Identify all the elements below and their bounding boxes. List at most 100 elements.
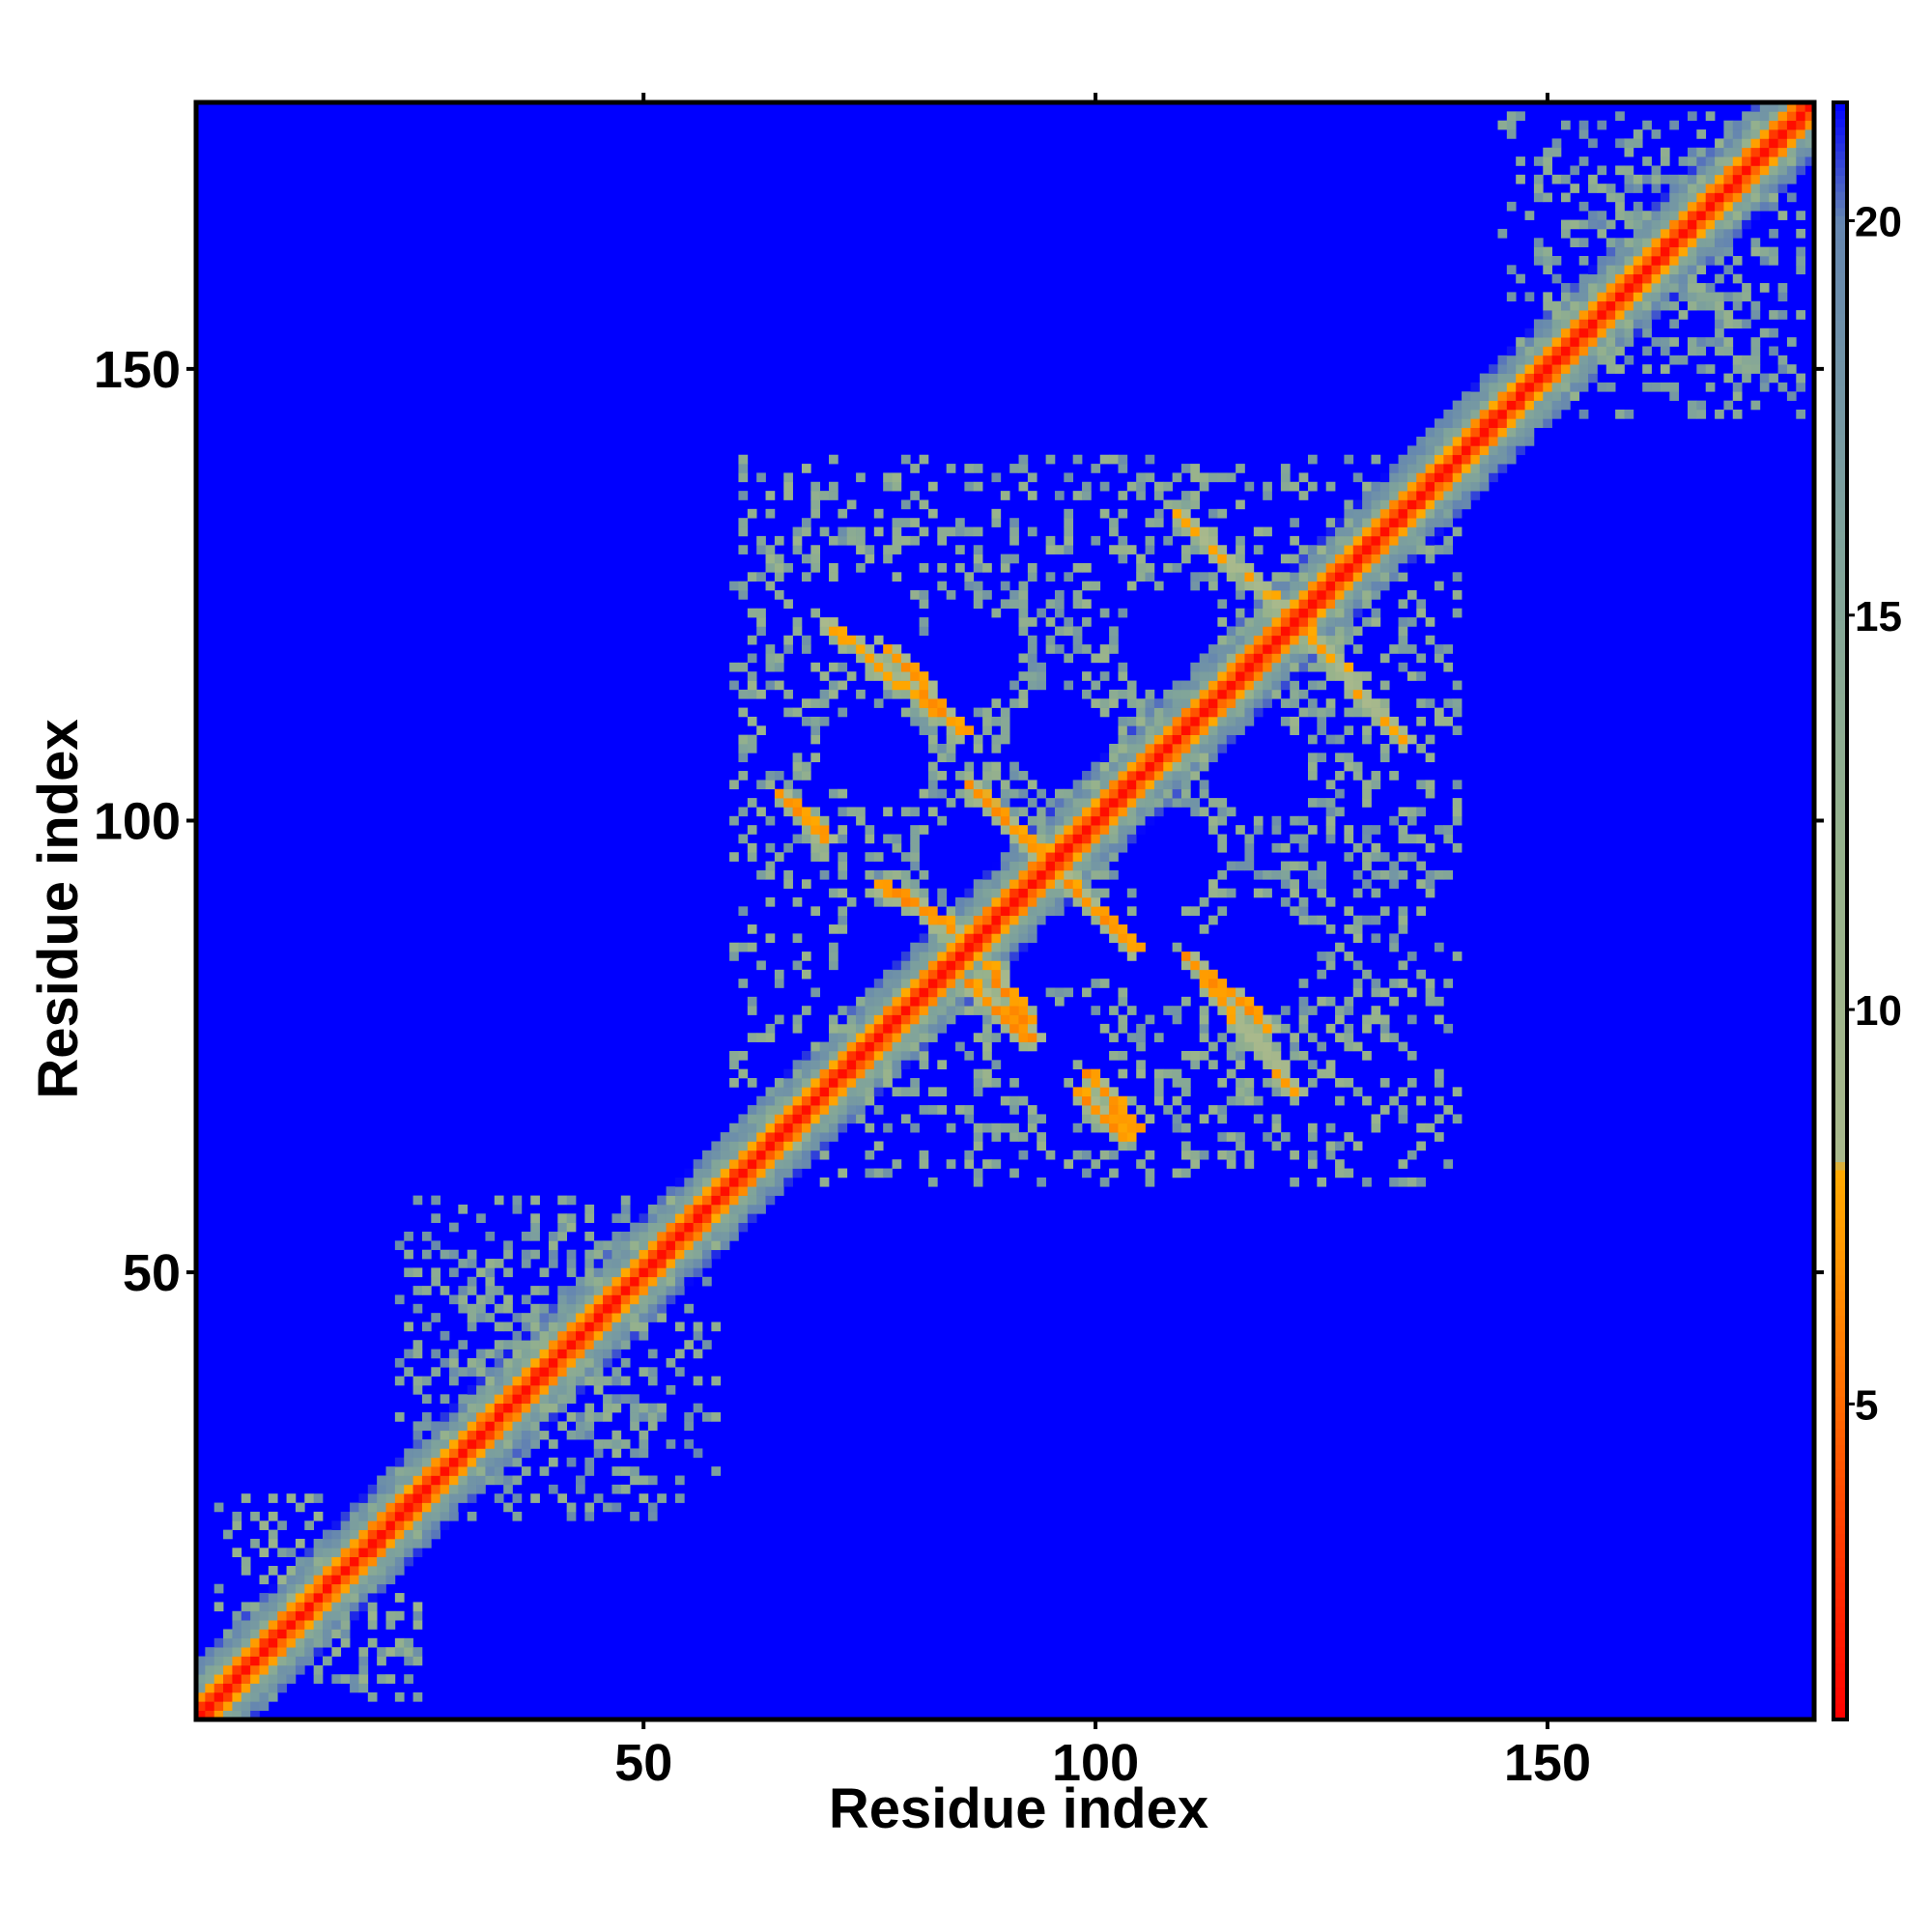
colorbar-segment	[1833, 1056, 1847, 1065]
heatmap-cell	[1696, 156, 1707, 166]
heatmap-cell	[1145, 545, 1155, 554]
heatmap-cell	[783, 879, 793, 889]
heatmap-cell	[421, 1448, 432, 1459]
heatmap-cell	[1769, 310, 1778, 320]
heatmap-cell	[1651, 255, 1662, 266]
heatmap-cell	[458, 1475, 469, 1486]
heatmap-cell	[865, 1060, 875, 1070]
colorbar-frame	[1832, 100, 1849, 1721]
heatmap-cell	[521, 1367, 531, 1377]
heatmap-cell	[1769, 111, 1778, 122]
heatmap-cell	[1236, 707, 1245, 718]
heatmap-cell	[1605, 364, 1616, 374]
heatmap-cell	[1362, 780, 1372, 790]
heatmap-cell	[819, 1041, 830, 1052]
heatmap-cell	[647, 1502, 658, 1513]
heatmap-cell	[964, 798, 975, 808]
heatmap-cell	[765, 1122, 776, 1133]
heatmap-cell	[1524, 346, 1535, 356]
heatmap-cell	[1742, 319, 1751, 329]
heatmap-cell	[747, 1168, 757, 1179]
heatmap-cell	[1425, 788, 1435, 799]
heatmap-cell	[1344, 952, 1354, 961]
heatmap-cell	[1560, 120, 1571, 130]
heatmap-cell	[1705, 211, 1716, 220]
heatmap-cell	[1153, 518, 1164, 527]
heatmap-cell	[1462, 491, 1471, 500]
heatmap-cell	[774, 1150, 784, 1160]
heatmap-cell	[1091, 535, 1101, 546]
heatmap-cell	[1298, 572, 1309, 582]
heatmap-cell	[964, 788, 975, 799]
heatmap-cell	[829, 689, 838, 699]
heatmap-cell	[323, 1656, 332, 1666]
heatmap-cell	[611, 1240, 622, 1251]
heatmap-cell	[1398, 979, 1408, 988]
heatmap-cell	[684, 1168, 695, 1179]
colorbar-segment	[1833, 1315, 1847, 1324]
colorbar-segment	[1833, 1137, 1847, 1147]
heatmap-cell	[1570, 238, 1580, 247]
heatmap-cell	[883, 1078, 893, 1088]
heatmap-cell	[367, 1566, 378, 1576]
heatmap-cell	[1462, 481, 1471, 492]
heatmap-cell	[1199, 662, 1209, 672]
heatmap-cell	[494, 1439, 504, 1449]
heatmap-cell	[774, 662, 784, 672]
heatmap-cell	[1615, 300, 1625, 311]
heatmap-cell	[819, 1132, 830, 1142]
heatmap-cell	[1082, 771, 1092, 781]
heatmap-cell	[1253, 545, 1264, 554]
heatmap-cell	[1669, 192, 1679, 203]
heatmap-cell	[693, 1213, 703, 1223]
heatmap-cell	[1325, 653, 1336, 664]
heatmap-cell	[1217, 617, 1228, 627]
heatmap-cell	[630, 1394, 639, 1405]
heatmap-cell	[1352, 581, 1363, 591]
heatmap-cell	[358, 1556, 369, 1567]
heatmap-cell	[1091, 896, 1101, 907]
heatmap-cell	[467, 1439, 477, 1449]
heatmap-cell	[1678, 192, 1689, 203]
heatmap-cell	[1335, 554, 1345, 564]
heatmap-cell	[1425, 554, 1435, 564]
heatmap-cell	[1072, 896, 1083, 907]
heatmap-cell	[1307, 869, 1318, 880]
heatmap-cell	[1045, 535, 1056, 546]
heatmap-cell	[1362, 879, 1372, 889]
heatmap-cell	[539, 1367, 550, 1377]
heatmap-cell	[1687, 219, 1697, 230]
heatmap-cell	[838, 526, 848, 537]
heatmap-cell	[1371, 590, 1381, 600]
heatmap-cell	[856, 562, 866, 573]
heatmap-cell	[900, 979, 911, 988]
heatmap-cell	[1271, 1114, 1282, 1124]
heatmap-cell	[810, 734, 821, 745]
heatmap-cell	[1037, 825, 1046, 835]
heatmap-cell	[765, 1150, 776, 1160]
heatmap-cell	[404, 1656, 413, 1666]
heatmap-cell	[1325, 635, 1336, 645]
heatmap-cell	[946, 1014, 956, 1025]
heatmap-cell	[1109, 689, 1119, 699]
heatmap-cell	[856, 1050, 866, 1061]
heatmap-cell	[404, 1556, 413, 1567]
heatmap-cell	[1560, 292, 1571, 302]
heatmap-cell	[1786, 174, 1797, 185]
heatmap-cell	[1371, 869, 1381, 880]
heatmap-cell	[1769, 255, 1778, 266]
heatmap-cell	[1118, 807, 1128, 817]
heatmap-cell	[1126, 815, 1137, 826]
heatmap-cell	[385, 1647, 396, 1657]
heatmap-cell	[1605, 300, 1616, 311]
heatmap-cell	[1516, 364, 1525, 374]
heatmap-cell	[1642, 382, 1652, 392]
heatmap-cell	[1099, 1114, 1110, 1124]
heatmap-cell	[1742, 355, 1751, 365]
heatmap-cell	[1624, 238, 1634, 247]
heatmap-cell	[783, 644, 793, 654]
heatmap-cell	[1054, 888, 1065, 898]
heatmap-cell	[1054, 590, 1065, 600]
heatmap-cell	[1263, 599, 1272, 610]
heatmap-cell	[1551, 364, 1562, 374]
